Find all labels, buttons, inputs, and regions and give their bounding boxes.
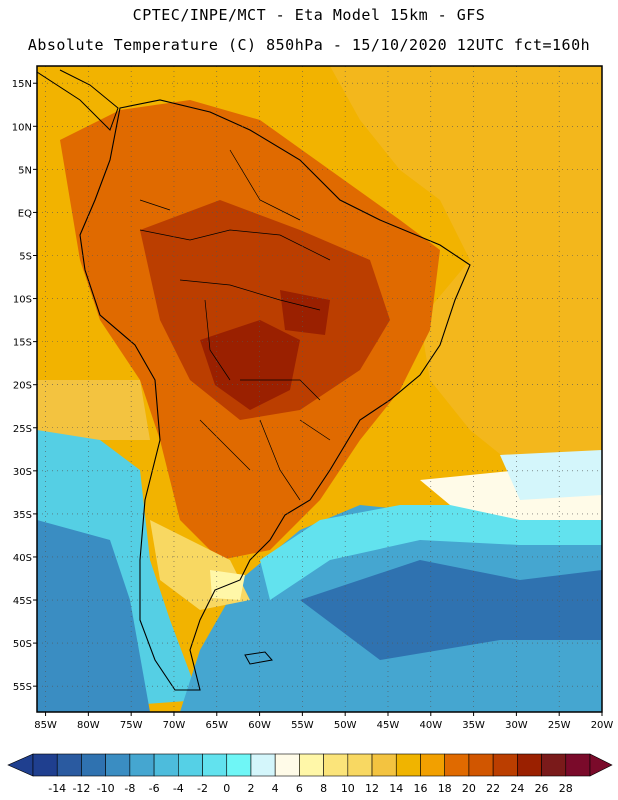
colorbar-swatch xyxy=(347,753,373,777)
lon-axis: 85W 80W 75W 70W 65W 60W 55W 50W 45W 40W 35W 30W 25W 2… xyxy=(34,712,613,731)
lat-label: 40S xyxy=(13,553,32,564)
colorbar-label: -8 xyxy=(124,782,135,795)
lon-label: 55W xyxy=(291,720,314,731)
field-cyan-band xyxy=(260,505,602,600)
colorbar-swatch xyxy=(129,753,155,777)
field-cold-deep-east xyxy=(300,560,602,660)
field-atlantic-north xyxy=(330,66,602,470)
lat-axis: 15N 10N 5N EQ 5S 10S 15S 20S 25S 30S 35S 40S 45S 50S 5… xyxy=(12,79,37,693)
lon-label: 30W xyxy=(505,720,528,731)
lat-label: 35S xyxy=(13,510,32,521)
field-pacific-yellow xyxy=(37,380,150,440)
field-cold-deep-west xyxy=(37,520,150,712)
central-america-coast xyxy=(37,69,119,131)
colorbar-right-arrow xyxy=(589,753,613,777)
lon-label: 25W xyxy=(548,720,571,731)
colorbar-swatch xyxy=(371,753,397,777)
lat-label: 45S xyxy=(13,596,32,607)
field-pale-cyan xyxy=(500,450,602,500)
coastline-south-america xyxy=(79,99,471,691)
graticule xyxy=(37,66,602,712)
lat-label: 55S xyxy=(13,682,32,693)
colorbar-label: 16 xyxy=(413,782,427,795)
colorbar-swatch xyxy=(468,753,494,777)
colorbar-swatch xyxy=(56,753,82,777)
lat-label: 10S xyxy=(13,295,32,306)
colorbar-swatch xyxy=(274,753,300,777)
colorbar-label: -12 xyxy=(72,782,90,795)
colorbar-swatch xyxy=(541,753,567,777)
colorbar-swatch xyxy=(32,753,58,777)
colorbar-label: 20 xyxy=(462,782,476,795)
colorbar-swatch xyxy=(395,753,421,777)
colorbar-label: 22 xyxy=(486,782,500,795)
colorbar-label: 12 xyxy=(365,782,379,795)
chart-subtitle: Absolute Temperature (C) 850hPa - 15/10/… xyxy=(27,36,591,54)
colorbar-label: 0 xyxy=(223,782,230,795)
lon-label: 70W xyxy=(163,720,186,731)
colorbar-swatch xyxy=(226,753,252,777)
colorbar-swatch xyxy=(299,753,324,777)
lon-label: 75W xyxy=(120,720,143,731)
falklands-islands xyxy=(244,651,273,665)
lon-label: 45W xyxy=(377,720,400,731)
colorbar-swatch xyxy=(81,753,106,777)
lat-label: EQ xyxy=(18,208,32,219)
lat-label: 30S xyxy=(13,467,32,478)
colorbar-swatch xyxy=(202,753,228,777)
lat-label: 5N xyxy=(18,165,32,176)
colorbar-label: -14 xyxy=(48,782,66,795)
colorbar-label: -6 xyxy=(149,782,160,795)
colorbar-label: 14 xyxy=(389,782,403,795)
lat-label: 20S xyxy=(13,381,32,392)
lat-label: 50S xyxy=(13,639,32,650)
colorbar-label: 6 xyxy=(296,782,303,795)
field-land-hot xyxy=(140,200,390,420)
colorbar-swatch xyxy=(565,753,591,777)
colorbar-label: 4 xyxy=(272,782,279,795)
colorbar-swatch xyxy=(178,753,203,777)
map-frame xyxy=(36,65,603,713)
field-land-hottest-2 xyxy=(280,290,330,335)
colorbar-swatch xyxy=(105,753,131,777)
colorbar-swatch xyxy=(444,753,470,777)
country-borders xyxy=(139,149,331,501)
lat-label: 5S xyxy=(19,251,32,262)
lon-label: 80W xyxy=(77,720,100,731)
colorbar-label: 24 xyxy=(510,782,524,795)
lat-label: 10N xyxy=(12,122,32,133)
colorbar-left-arrow xyxy=(7,753,34,777)
colorbar-swatch xyxy=(420,753,445,777)
lat-label: 15S xyxy=(13,338,32,349)
lat-label: 25S xyxy=(13,424,32,435)
colorbar-swatch xyxy=(492,753,518,777)
colorbar-swatch xyxy=(323,753,349,777)
colorbar-label: -10 xyxy=(97,782,115,795)
lon-label: 85W xyxy=(34,720,57,731)
lon-label: 20W xyxy=(591,720,614,731)
colorbar-label: 2 xyxy=(247,782,254,795)
lat-label: 15N xyxy=(12,79,32,90)
lon-label: 65W xyxy=(205,720,228,731)
colorbar-label: 8 xyxy=(320,782,327,795)
lon-label: 60W xyxy=(248,720,271,731)
colorbar-swatch xyxy=(153,753,179,777)
colorbar-label: 28 xyxy=(559,782,573,795)
colorbar-swatch xyxy=(250,753,276,777)
colorbar-label: 18 xyxy=(438,782,452,795)
lon-label: 35W xyxy=(462,720,485,731)
colorbar-label: -4 xyxy=(173,782,184,795)
colorbar-label: 26 xyxy=(535,782,549,795)
colorbar-label: -2 xyxy=(197,782,208,795)
colorbar-label: 10 xyxy=(341,782,355,795)
lon-label: 40W xyxy=(419,720,442,731)
lon-label: 50W xyxy=(334,720,357,731)
field-land-hottest xyxy=(200,320,300,410)
colorbar-swatch xyxy=(517,753,542,777)
chart-title: CPTEC/INPE/MCT - Eta Model 15km - GFS xyxy=(132,6,486,24)
